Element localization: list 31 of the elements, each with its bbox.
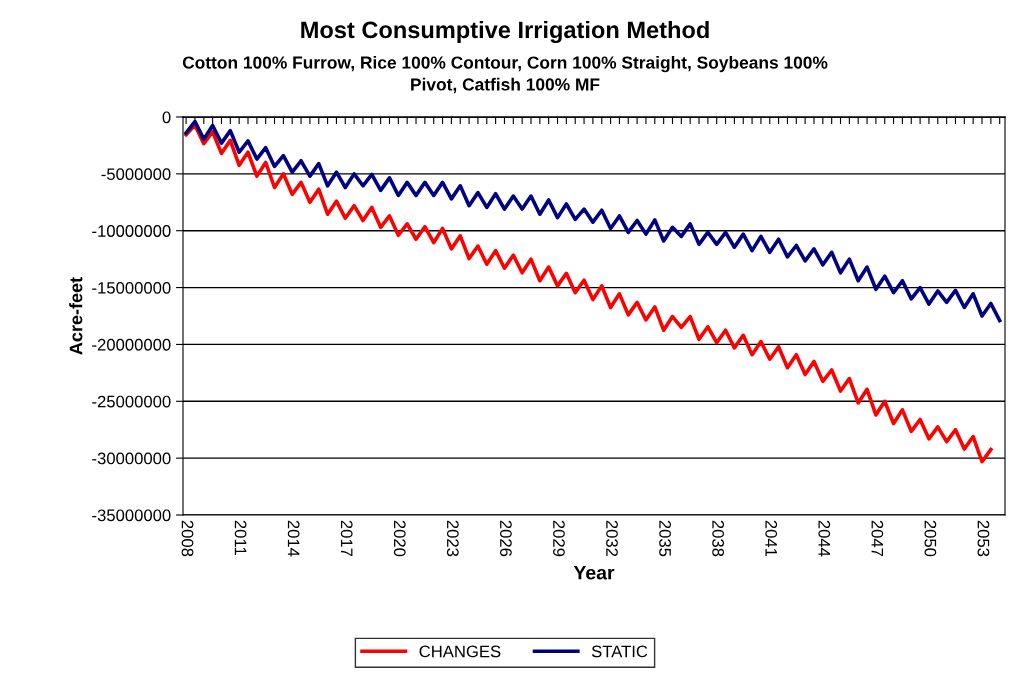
x-tick-label: 2044 [818,520,831,557]
x-tick-label: 2047 [871,520,884,557]
y-tick-label: -20000000 [92,338,171,351]
x-axis-title: Year [573,565,615,580]
x-tick-label: 2041 [765,520,778,557]
y-tick-label: -25000000 [92,395,171,408]
y-axis-title: Acre-feet [69,277,83,355]
x-tick-label: 2011 [234,520,247,555]
x-tick-label: 2032 [606,520,618,557]
x-tick-label: 2038 [712,520,725,557]
x-tick-label: 2020 [393,520,406,557]
y-tick-label: -30000000 [92,452,171,465]
y-tick-label: -35000000 [92,509,171,522]
line-series [184,123,993,464]
y-tick-label: -15000000 [92,281,171,294]
x-tick-label: 2023 [446,520,459,557]
x-tick-label: 2050 [924,520,937,557]
x-tick-label: 2029 [553,520,565,557]
x-tick-label: 2035 [659,520,671,557]
x-tick-label: 2008 [181,520,194,557]
y-tick-label: -10000000 [92,225,171,237]
x-tick-label: 2017 [340,520,353,557]
legend-label: CHANGES [419,645,501,658]
y-tick-label: 0 [162,111,171,124]
x-tick-label: 2026 [499,520,512,557]
chart-title: Most Consumptive Irrigation Method [301,20,709,44]
y-tick-label: -5000000 [101,168,171,181]
chart-subtitle: Cotton 100% Furrow, Rice 100% Contour, Corn 100% Straight, Soybeans 100% Pivot, Catfish 100% MF [182,55,828,94]
x-tick-label: 2053 [977,520,990,557]
x-tick-label: 2014 [287,520,300,557]
legend-label: STATIC [591,645,648,658]
